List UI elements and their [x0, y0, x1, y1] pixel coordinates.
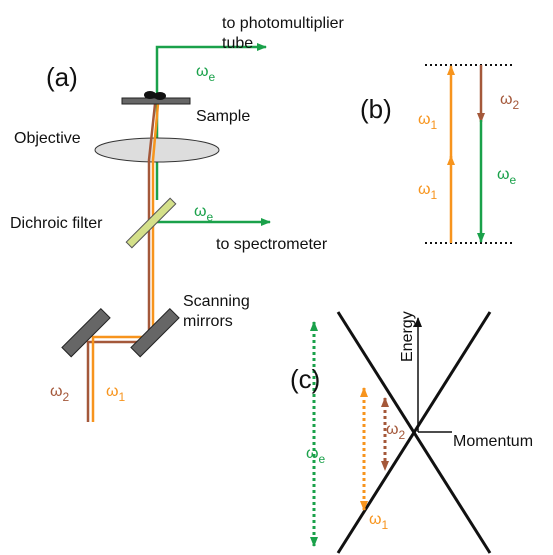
panel-label: (b) — [360, 94, 392, 124]
omega-label: ωe — [196, 63, 216, 84]
omega-label: ω2 — [50, 383, 70, 404]
mirror — [131, 309, 179, 357]
text: 1 — [431, 118, 438, 132]
sample-particle — [154, 92, 166, 100]
label: to spectrometer — [216, 236, 328, 253]
text: 2 — [513, 98, 520, 112]
axis-label: Energy — [399, 311, 416, 362]
omega-label: ω2 — [386, 421, 406, 442]
text: ω — [497, 166, 510, 183]
text: ω — [369, 511, 382, 528]
text: Scanning — [183, 293, 250, 310]
label: Dichroic filter — [10, 215, 103, 232]
text: to photomultiplier — [222, 15, 345, 32]
label: to photomultiplier tube — [222, 15, 345, 52]
text: ω — [306, 445, 319, 462]
omega-label: ω1 — [418, 181, 438, 202]
label: Sample — [196, 108, 250, 125]
text: ω — [106, 383, 119, 400]
omega-label: ω1 — [369, 511, 389, 532]
diagram: to photomultiplier tube (a) Sample Object… — [0, 0, 553, 555]
panel-a: to photomultiplier tube (a) Sample Object… — [10, 15, 345, 422]
text: tube — [222, 35, 253, 52]
text: e — [209, 70, 216, 84]
text: mirrors — [183, 313, 233, 330]
text: e — [510, 173, 517, 187]
text: ω — [196, 63, 209, 80]
omega-label: ω1 — [418, 111, 438, 132]
omega-label: ωe — [497, 166, 517, 187]
text: 1 — [382, 518, 389, 532]
text: e — [319, 452, 326, 466]
label: Objective — [14, 130, 81, 147]
omega-label: ωe — [306, 445, 326, 466]
text: ω — [500, 91, 513, 108]
text: ω — [418, 111, 431, 128]
text: ω — [418, 181, 431, 198]
axis-label: Momentum — [453, 433, 533, 450]
panel-label: (a) — [46, 62, 78, 92]
text: 1 — [119, 390, 126, 404]
panel-b: (b) ω1 ω1 ω2 ωe — [360, 65, 520, 243]
text: 2 — [63, 390, 70, 404]
mirror — [62, 309, 110, 357]
label: Scanning mirrors — [183, 293, 250, 330]
omega-label: ω2 — [500, 91, 520, 112]
text: ω — [50, 383, 63, 400]
text: 2 — [399, 428, 406, 442]
text: ω — [386, 421, 399, 438]
text: e — [207, 210, 214, 224]
text: 1 — [431, 188, 438, 202]
objective-lens — [95, 138, 219, 162]
panel-c: (c) Energy Momentum ωe ω2 ω1 — [290, 311, 533, 553]
text: ω — [194, 203, 207, 220]
omega-label: ω1 — [106, 383, 126, 404]
panel-label: (c) — [290, 364, 320, 394]
